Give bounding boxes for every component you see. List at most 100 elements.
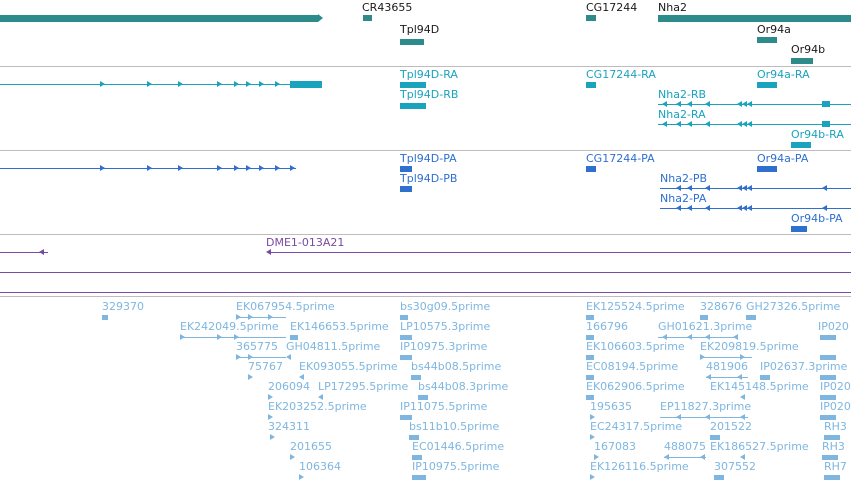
est-feature[interactable] xyxy=(586,335,594,340)
transcript-label-tpl94d-ra[interactable]: Tpl94D-RA xyxy=(400,68,458,81)
est-label[interactable]: 488075 xyxy=(664,440,706,453)
est-label[interactable]: 106364 xyxy=(299,460,341,473)
est-feature[interactable] xyxy=(102,315,108,320)
est-label[interactable]: 481906 xyxy=(706,360,748,373)
protein-label-cg17244-pa[interactable]: CG17244-PA xyxy=(586,152,655,165)
est-label[interactable]: IP10975.5prime xyxy=(412,460,500,473)
est-label[interactable]: EK209819.5prime xyxy=(700,340,799,353)
est-feature[interactable] xyxy=(746,315,756,320)
est-label[interactable]: EK093055.5prime xyxy=(299,360,398,373)
est-feature[interactable] xyxy=(586,395,594,400)
est-label[interactable]: 195635 xyxy=(590,400,632,413)
protein-label-nha2-pb[interactable]: Nha2-PB xyxy=(660,172,708,185)
est-label[interactable]: GH04811.5prime xyxy=(286,340,381,353)
est-label[interactable]: IP02637.3prime xyxy=(760,360,848,373)
est-feature[interactable] xyxy=(710,435,720,440)
protein-label-nha2-pa[interactable]: Nha2-PA xyxy=(660,192,707,205)
clone-line[interactable] xyxy=(270,252,851,253)
transcript-label-or94a-ra[interactable]: Or94a-RA xyxy=(757,68,810,81)
gene-feature-or94a[interactable] xyxy=(757,37,777,43)
est-feature[interactable] xyxy=(820,395,836,400)
est-label[interactable]: bs11b10.5prime xyxy=(409,420,500,433)
est-label[interactable]: 365775 xyxy=(236,340,278,353)
est-label[interactable]: EK242049.5prime xyxy=(180,320,279,333)
est-label[interactable]: EP11827.3prime xyxy=(660,400,752,413)
protein-feature-or94a-pa[interactable] xyxy=(757,166,777,172)
transcript-exon[interactable] xyxy=(822,101,830,107)
transcript-label-nha2-ra[interactable]: Nha2-RA xyxy=(658,108,706,121)
est-label[interactable]: IP020 xyxy=(820,380,851,393)
est-feature[interactable] xyxy=(820,335,836,340)
est-feature[interactable] xyxy=(412,475,426,480)
est-label[interactable]: 75767 xyxy=(248,360,283,373)
gene-label-nha2[interactable]: Nha2 xyxy=(658,1,687,14)
est-label[interactable]: EK106603.5prime xyxy=(586,340,685,353)
protein-label-tpl94d-pb[interactable]: Tpl94D-PB xyxy=(400,172,458,185)
est-feature[interactable] xyxy=(824,435,840,440)
est-feature[interactable] xyxy=(822,455,838,460)
est-label[interactable]: EK203252.5prime xyxy=(268,400,367,413)
est-label[interactable]: 166796 xyxy=(586,320,628,333)
transcript-feature-tpl94d-ra[interactable] xyxy=(400,82,426,88)
est-feature[interactable] xyxy=(400,355,412,360)
est-label[interactable]: EK126116.5prime xyxy=(590,460,689,473)
clone-line[interactable] xyxy=(0,292,851,293)
est-label[interactable]: LP17295.5prime xyxy=(318,380,409,393)
est-label[interactable]: EK186527.5prime xyxy=(710,440,809,453)
est-feature[interactable] xyxy=(400,315,408,320)
est-label[interactable]: RH3 xyxy=(822,440,845,453)
est-feature[interactable] xyxy=(586,375,594,380)
gene-label-or94a[interactable]: Or94a xyxy=(757,23,791,36)
est-feature[interactable] xyxy=(409,435,419,440)
protein-label-tpl94d-pa[interactable]: Tpl94D-PA xyxy=(400,152,457,165)
est-label[interactable]: 167083 xyxy=(594,440,636,453)
est-feature[interactable] xyxy=(412,455,422,460)
protein-feature-cg17244-pa[interactable] xyxy=(586,166,596,172)
est-label[interactable]: LP10575.3prime xyxy=(400,320,491,333)
est-label[interactable]: bs44b08.5prime xyxy=(411,360,502,373)
est-label[interactable]: bs30g09.5prime xyxy=(400,300,491,313)
gene-feature-cg17244[interactable] xyxy=(586,15,596,21)
gene-label-cr43655[interactable]: CR43655 xyxy=(362,1,413,14)
est-feature[interactable] xyxy=(760,375,770,380)
est-label[interactable]: 329370 xyxy=(102,300,144,313)
transcript-label-cg17244-ra[interactable]: CG17244-RA xyxy=(586,68,656,81)
est-feature[interactable] xyxy=(411,375,421,380)
est-feature[interactable] xyxy=(586,315,594,320)
est-label[interactable]: 324311 xyxy=(268,420,310,433)
est-label[interactable]: EK145148.5prime xyxy=(710,380,809,393)
protein-label-or94b-pa[interactable]: Or94b-PA xyxy=(791,212,843,225)
protein-label-or94a-pa[interactable]: Or94a-PA xyxy=(757,152,809,165)
est-label[interactable]: 328676 xyxy=(700,300,742,313)
gene-label-cg17244[interactable]: CG17244 xyxy=(586,1,638,14)
est-feature[interactable] xyxy=(700,315,708,320)
gene-feature[interactable] xyxy=(0,15,318,22)
est-label[interactable]: bs44b08.3prime xyxy=(418,380,509,393)
est-feature[interactable] xyxy=(820,415,836,420)
est-label[interactable]: EK062906.5prime xyxy=(586,380,685,393)
est-feature[interactable] xyxy=(820,355,836,360)
est-label[interactable]: GH27326.5prime xyxy=(746,300,841,313)
est-label[interactable]: GH01621.3prime xyxy=(658,320,753,333)
protein-feature-tpl94d-pa[interactable] xyxy=(400,166,412,172)
est-label[interactable]: EK125524.5prime xyxy=(586,300,685,313)
transcript-feature-or94a-ra[interactable] xyxy=(757,82,777,88)
est-feature[interactable] xyxy=(586,355,594,360)
est-feature[interactable] xyxy=(400,335,412,340)
est-label[interactable]: EK067954.5prime xyxy=(236,300,335,313)
est-label[interactable]: EC24317.5prime xyxy=(590,420,683,433)
gene-feature-tpl94d[interactable] xyxy=(400,39,424,45)
clone-line[interactable] xyxy=(0,272,851,273)
transcript-label-or94b-ra[interactable]: Or94b-RA xyxy=(791,128,844,141)
est-label[interactable]: 307552 xyxy=(714,460,756,473)
est-label[interactable]: IP11075.5prime xyxy=(400,400,488,413)
est-label[interactable]: EC01446.5prime xyxy=(412,440,505,453)
gene-feature-cr43655[interactable] xyxy=(363,15,372,21)
est-label[interactable]: 201522 xyxy=(710,420,752,433)
est-feature[interactable] xyxy=(290,335,298,340)
transcript-label-tpl94d-rb[interactable]: Tpl94D-RB xyxy=(400,88,459,101)
est-feature[interactable] xyxy=(714,475,724,480)
gene-feature-or94b[interactable] xyxy=(791,58,813,64)
protein-feature-or94b-pa[interactable] xyxy=(791,226,807,232)
est-label[interactable]: EC08194.5prime xyxy=(586,360,679,373)
